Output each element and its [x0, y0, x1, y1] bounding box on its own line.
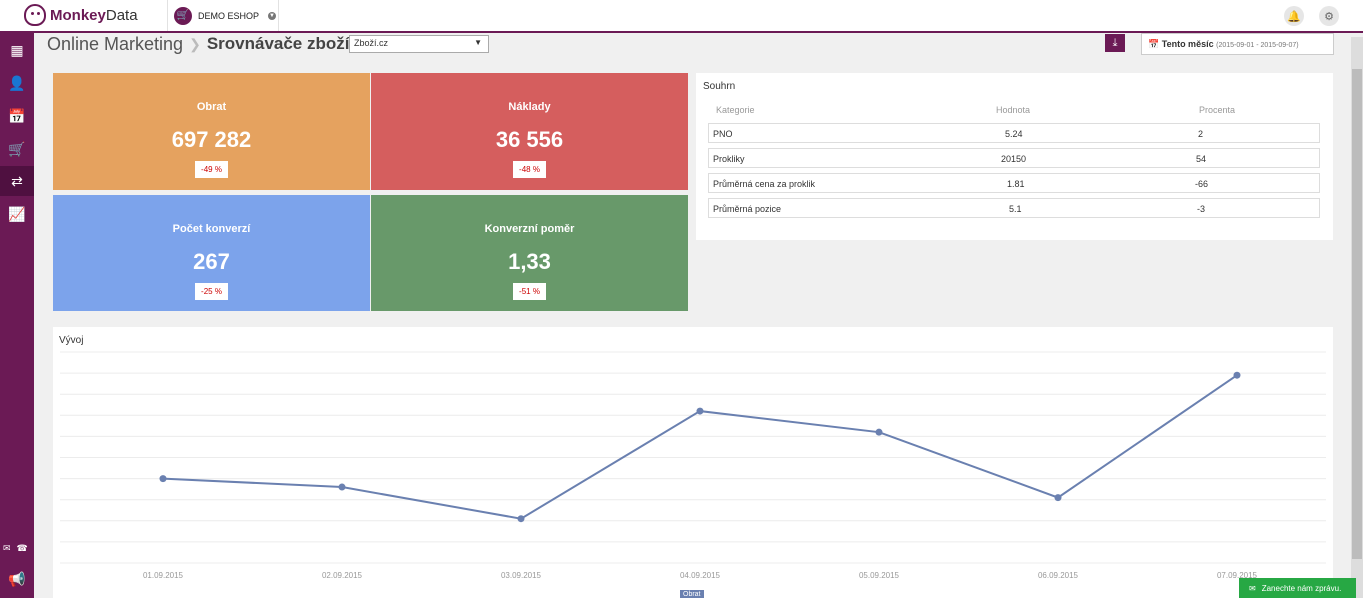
kpi-title: Počet konverzí — [172, 223, 251, 235]
x-tick-label: 07.09.2015 — [1217, 571, 1258, 580]
table-row: Průměrná pozice 5.1 -3 — [708, 198, 1320, 218]
row-percent: 2 — [1198, 129, 1204, 139]
data-point[interactable] — [159, 475, 167, 483]
chat-label: Zanechte nám zprávu. — [1261, 583, 1342, 593]
kpi-title: Náklady — [508, 101, 551, 113]
row-value: 1.81 — [1007, 179, 1025, 189]
column-header: Kategorie — [716, 105, 755, 115]
chat-icon: ✉ — [1249, 583, 1256, 593]
chevron-down-icon: ▼ — [474, 38, 482, 47]
data-point[interactable] — [696, 407, 704, 415]
download-button[interactable]: ⤓ — [1105, 34, 1125, 52]
dashboard-icon[interactable]: ▦ — [10, 41, 24, 58]
kpi-change-badge: -51 % — [513, 283, 546, 300]
cart-icon: 🛒 — [174, 6, 192, 25]
kpi-tile-conversion-rate: Konverzní poměr 1,33 -51 % — [371, 195, 688, 311]
breadcrumb-separator-icon: ❯ — [189, 35, 201, 52]
top-bar: MonkeyData 🛒 DEMO ESHOP ▼ 🔔 ⚙ — [0, 0, 1363, 33]
x-tick-label: 02.09.2015 — [322, 571, 363, 580]
chevron-down-icon[interactable]: ▼ — [268, 11, 277, 20]
scrollbar-thumb[interactable] — [1352, 69, 1362, 559]
column-header: Procenta — [1199, 105, 1236, 115]
logo-text-a: Monkey — [50, 6, 106, 24]
row-value: 20150 — [1001, 154, 1027, 164]
x-tick-label: 03.09.2015 — [501, 571, 542, 580]
row-category: PNO — [713, 129, 733, 139]
kpi-value: 36 556 — [495, 127, 564, 152]
kpi-change-badge: -25 % — [195, 283, 228, 300]
row-category: Prokliky — [713, 154, 745, 164]
data-point[interactable] — [517, 515, 525, 523]
customers-icon[interactable]: 👤 — [8, 74, 26, 91]
breadcrumb-section[interactable]: Online Marketing — [47, 33, 184, 54]
bell-icon[interactable]: 🔔 — [1284, 6, 1304, 26]
data-point[interactable] — [875, 428, 883, 436]
date-range-picker[interactable]: 📅 Tento měsíc (2015-09-01 - 2015-09-07) — [1141, 33, 1334, 55]
megaphone-icon[interactable]: 📢 — [8, 570, 26, 587]
logo-text-b: Data — [105, 6, 138, 24]
source-select-value: Zboží.cz — [354, 38, 389, 48]
row-value: 5.24 — [1005, 129, 1023, 139]
sidebar: ▦ 👤 📅 🛒 ⇄ 📈 ✉ ☎ 📢 — [0, 33, 34, 598]
trend-line-chart: 01.09.2015 02.09.2015 03.09.2015 04.09.2015… — [60, 351, 1326, 580]
series-line — [162, 374, 1238, 520]
table-row: Průměrná cena za proklik 1.81 -66 — [708, 173, 1320, 193]
calendar-icon: 📅 — [1148, 39, 1160, 49]
date-range-label: Tento měsíc — [1161, 39, 1214, 49]
legend-item[interactable]: Obrat — [680, 590, 704, 598]
table-row: Prokliky 20150 54 — [708, 148, 1320, 168]
gear-icon[interactable]: ⚙ — [1319, 6, 1339, 26]
kpi-tile-revenue: Obrat 697 282 -49 % — [53, 73, 370, 190]
column-header: Hodnota — [996, 105, 1031, 115]
app-logo[interactable]: MonkeyData — [24, 4, 138, 26]
kpi-title: Obrat — [196, 101, 227, 113]
x-tick-label: 01.09.2015 — [143, 571, 184, 580]
data-point[interactable] — [1233, 371, 1241, 379]
kpi-value: 697 282 — [171, 127, 252, 152]
chart-title: Vývoj — [59, 335, 84, 346]
page-title: Srovnávače zboží — [206, 34, 350, 53]
shop-label: DEMO ESHOP — [198, 10, 260, 21]
shop-selector[interactable]: 🛒 DEMO ESHOP ▼ — [167, 0, 279, 31]
table-row: PNO 5.24 2 — [708, 123, 1320, 143]
x-tick-label: 05.09.2015 — [859, 571, 900, 580]
growth-chart-icon[interactable]: 📈 — [8, 205, 26, 222]
kpi-change-badge: -48 % — [513, 161, 546, 178]
x-tick-label: 06.09.2015 — [1038, 571, 1079, 580]
summary-title: Souhrn — [703, 81, 736, 92]
kpi-tile-costs: Náklady 36 556 -48 % — [371, 73, 688, 190]
download-icon: ⤓ — [1112, 36, 1118, 49]
breadcrumb: Online Marketing ❯ Srovnávače zboží ❯ — [47, 33, 367, 55]
row-percent: -66 — [1195, 179, 1209, 189]
data-point[interactable] — [338, 483, 346, 491]
contact-icons: ✉ ☎ — [3, 543, 28, 554]
row-category: Průměrná cena za proklik — [713, 179, 816, 189]
calendar-icon[interactable]: 📅 — [8, 107, 26, 124]
source-select[interactable]: Zboží.cz ▼ — [349, 35, 489, 53]
mail-icon[interactable]: ✉ — [3, 543, 11, 553]
monkey-logo-icon — [24, 4, 46, 26]
page-scrollbar[interactable] — [1351, 37, 1363, 598]
row-percent: -3 — [1197, 204, 1206, 214]
date-range-value: (2015-09-01 - 2015-09-07) — [1216, 42, 1299, 49]
cart-icon[interactable]: 🛒 — [8, 140, 26, 157]
kpi-value: 1,33 — [508, 249, 551, 274]
shuffle-icon[interactable]: ⇄ — [0, 166, 34, 196]
kpi-title: Konverzní poměr — [484, 223, 575, 235]
kpi-value: 267 — [193, 249, 230, 274]
x-tick-label: 04.09.2015 — [680, 571, 721, 580]
summary-panel: Souhrn Kategorie Hodnota Procenta PNO 5.… — [696, 73, 1333, 240]
row-value: 5.1 — [1009, 204, 1022, 214]
data-point[interactable] — [1054, 494, 1062, 502]
kpi-tile-conversions: Počet konverzí 267 -25 % — [53, 195, 370, 311]
row-percent: 54 — [1196, 154, 1207, 164]
phone-icon[interactable]: ☎ — [16, 543, 28, 553]
row-category: Průměrná pozice — [713, 204, 782, 214]
chat-button[interactable]: ✉ Zanechte nám zprávu. — [1239, 578, 1356, 598]
kpi-change-badge: -49 % — [195, 161, 228, 178]
trend-chart-panel: Vývoj 01.09.2015 02.09.2015 03.09.2015 04.0… — [53, 327, 1333, 598]
